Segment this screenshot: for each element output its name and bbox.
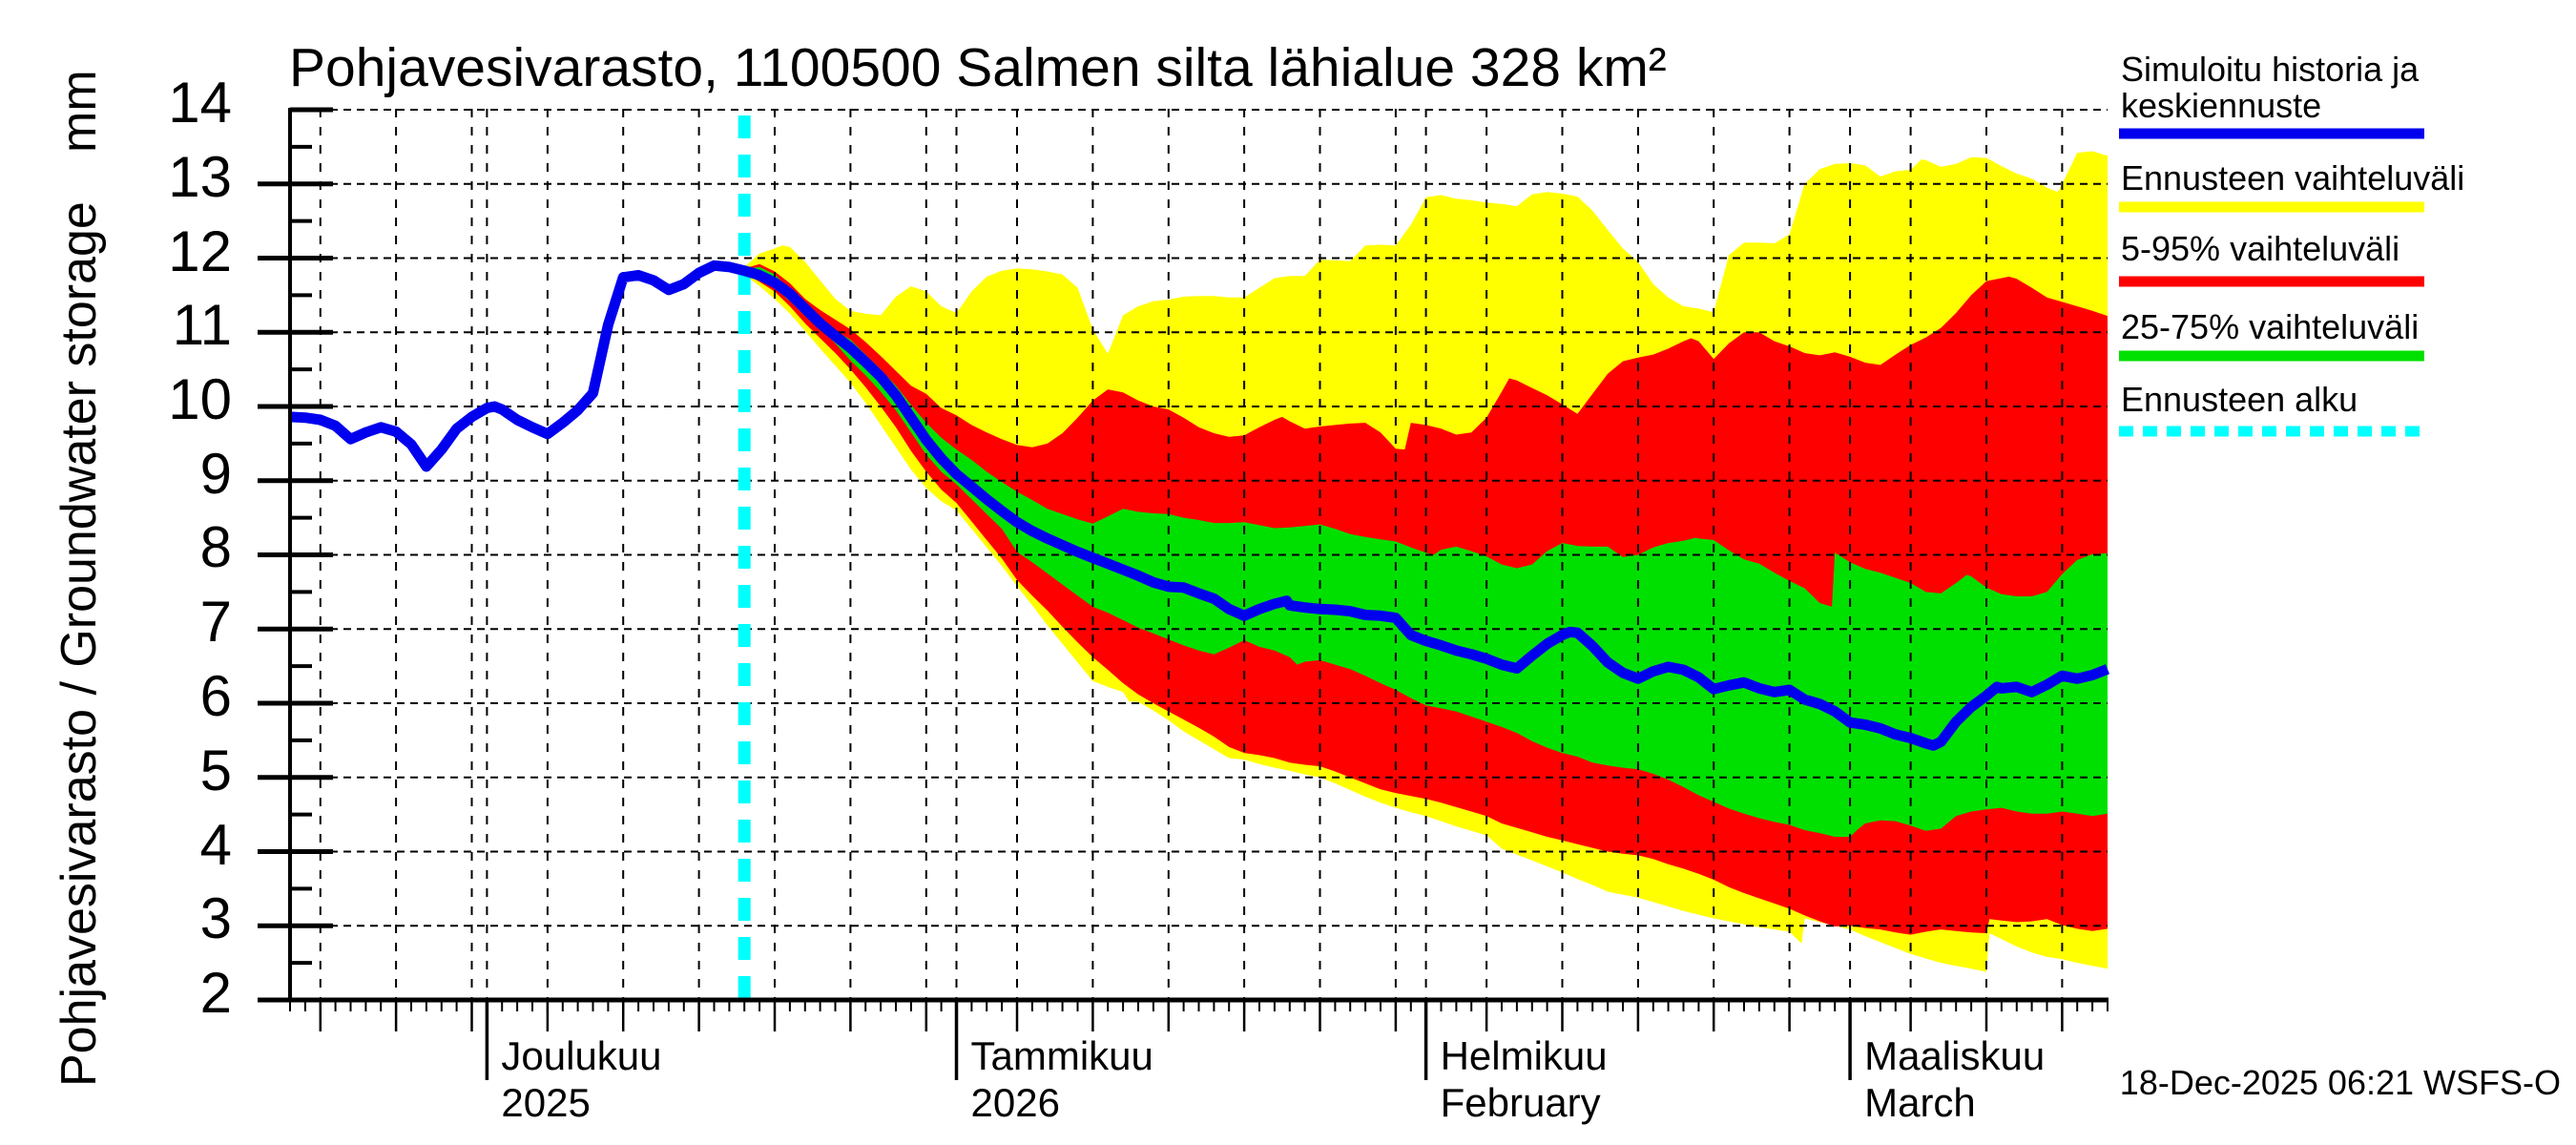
svg-text:Joulukuu: Joulukuu [501, 1033, 661, 1078]
svg-text:13: 13 [168, 145, 232, 209]
svg-text:14: 14 [168, 71, 232, 135]
svg-text:5-95% vaihteluväli: 5-95% vaihteluväli [2121, 229, 2399, 268]
svg-text:6: 6 [200, 664, 232, 728]
svg-text:mm: mm [52, 70, 107, 153]
svg-text:Pohjavesivarasto, 1100500 Salm: Pohjavesivarasto, 1100500 Salmen silta l… [289, 37, 1667, 98]
svg-text:Helmikuu: Helmikuu [1441, 1033, 1608, 1078]
svg-text:7: 7 [200, 590, 232, 654]
svg-text:2026: 2026 [971, 1080, 1060, 1125]
svg-text:4: 4 [200, 813, 232, 877]
svg-text:25-75% vaihteluväli: 25-75% vaihteluväli [2121, 307, 2419, 346]
svg-text:Ennusteen alku: Ennusteen alku [2121, 380, 2358, 419]
svg-text:Ennusteen vaihteluväli: Ennusteen vaihteluväli [2121, 158, 2464, 198]
svg-text:Tammikuu: Tammikuu [971, 1033, 1153, 1078]
svg-text:8: 8 [200, 515, 232, 579]
svg-text:11: 11 [173, 293, 232, 357]
svg-text:2025: 2025 [501, 1080, 590, 1125]
svg-text:18-Dec-2025 06:21 WSFS-O: 18-Dec-2025 06:21 WSFS-O [2120, 1063, 2561, 1102]
svg-text:5: 5 [200, 739, 232, 802]
svg-text:Simuloitu historia ja: Simuloitu historia ja [2121, 50, 2420, 89]
svg-text:February: February [1441, 1080, 1601, 1125]
svg-text:Pohjavesivarasto / Groundwater: Pohjavesivarasto / Groundwater storage [52, 201, 107, 1087]
svg-text:Maaliskuu: Maaliskuu [1864, 1033, 2045, 1078]
svg-text:10: 10 [168, 367, 232, 431]
svg-text:keskiennuste: keskiennuste [2121, 86, 2321, 125]
svg-text:March: March [1864, 1080, 1976, 1125]
svg-text:12: 12 [168, 219, 232, 283]
svg-text:2: 2 [200, 961, 232, 1025]
svg-text:3: 3 [200, 886, 232, 950]
svg-text:9: 9 [200, 442, 232, 506]
